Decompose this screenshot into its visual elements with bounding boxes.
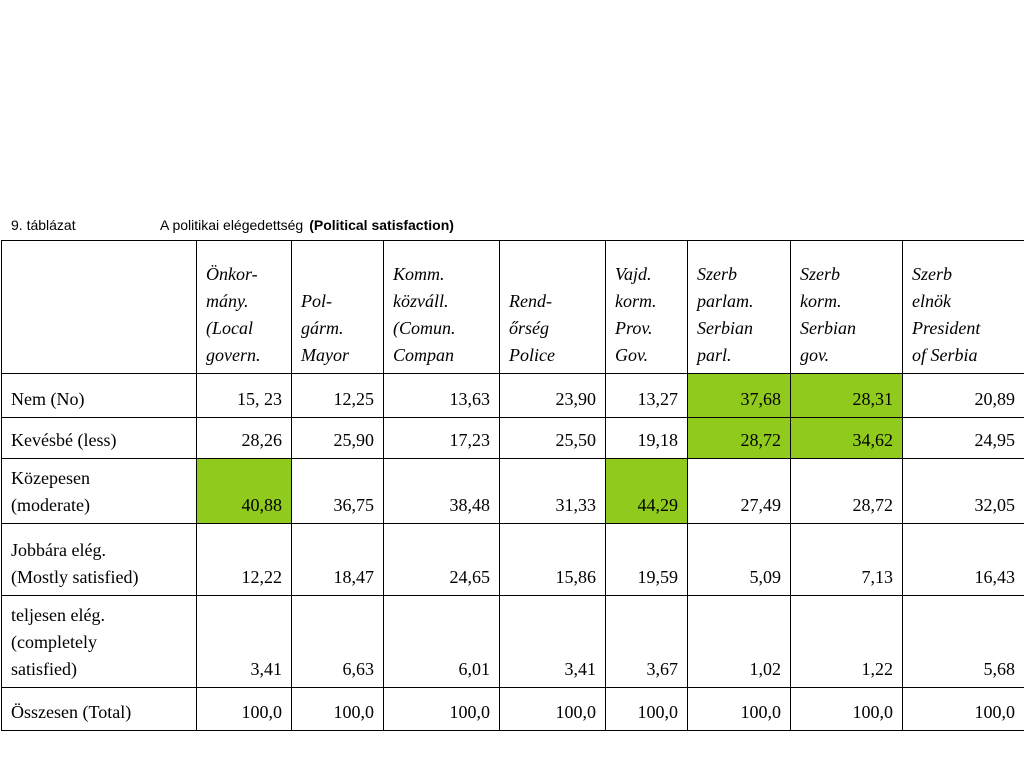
value-cell: 36,75 (291, 458, 384, 524)
value-cell: 12,25 (291, 373, 384, 418)
row-label: Kevésbé (less) (1, 417, 197, 459)
table-number: 9. táblázat (11, 217, 76, 233)
header-cell-mayor: Pol-gárm. Mayor (291, 240, 384, 374)
header-cell-serbian-parliament: Szerb parlam. Serbian parl. (687, 240, 791, 374)
value-cell: 28,26 (196, 417, 292, 459)
value-cell: 32,05 (902, 458, 1024, 524)
value-cell: 5,09 (687, 523, 791, 596)
value-cell: 25,50 (499, 417, 606, 459)
value-cell: 17,23 (383, 417, 500, 459)
value-cell: 25,90 (291, 417, 384, 459)
value-cell: 27,49 (687, 458, 791, 524)
value-cell: 15,86 (499, 523, 606, 596)
value-cell: 38,48 (383, 458, 500, 524)
value-cell: 100,0 (790, 687, 903, 731)
table-row: Jobbára elég. (Mostly satisfied) 12,22 18,4… (1, 523, 1024, 596)
row-label: Közepesen (moderate) (1, 458, 197, 524)
value-cell: 23,90 (499, 373, 606, 418)
value-cell: 100,0 (196, 687, 292, 731)
header-cell-police: Rend-őrség Police (499, 240, 606, 374)
value-cell: 19,18 (605, 417, 688, 459)
value-cell: 40,88 (196, 458, 292, 524)
header-cell-president: Szerb elnök President of Serbia (902, 240, 1024, 374)
value-cell: 37,68 (687, 373, 791, 418)
row-label: Jobbára elég. (Mostly satisfied) (1, 523, 197, 596)
table-row: Közepesen (moderate) 40,88 36,75 38,48 31,33 4… (1, 458, 1024, 524)
value-cell: 28,72 (687, 417, 791, 459)
table-title-english: (Political satisfaction) (309, 217, 454, 233)
value-cell: 5,68 (902, 595, 1024, 688)
value-cell: 100,0 (902, 687, 1024, 731)
value-cell: 3,41 (499, 595, 606, 688)
value-cell: 19,59 (605, 523, 688, 596)
value-cell: 20,89 (902, 373, 1024, 418)
table-row: teljesen elég. (completely satisfied) 3,41 6… (1, 595, 1024, 688)
value-cell: 34,62 (790, 417, 903, 459)
value-cell: 3,67 (605, 595, 688, 688)
value-cell: 44,29 (605, 458, 688, 524)
value-cell: 3,41 (196, 595, 292, 688)
value-cell: 6,63 (291, 595, 384, 688)
value-cell: 100,0 (383, 687, 500, 731)
value-cell: 18,47 (291, 523, 384, 596)
value-cell: 13,27 (605, 373, 688, 418)
value-cell: 24,95 (902, 417, 1024, 459)
value-cell: 31,33 (499, 458, 606, 524)
table-caption: 9. táblázat A politikai elégedettség (Poli… (11, 217, 454, 233)
value-cell: 6,01 (383, 595, 500, 688)
value-cell: 7,13 (790, 523, 903, 596)
header-cell-local-government: Önkor-mány. (Local govern. (196, 240, 292, 374)
value-cell: 100,0 (499, 687, 606, 731)
value-cell: 28,31 (790, 373, 903, 418)
value-cell: 1,02 (687, 595, 791, 688)
value-cell: 100,0 (291, 687, 384, 731)
value-cell: 1,22 (790, 595, 903, 688)
row-label: teljesen elég. (completely satisfied) (1, 595, 197, 688)
value-cell: 12,22 (196, 523, 292, 596)
header-cell-serbian-government: Szerb korm. Serbian gov. (790, 240, 903, 374)
header-cell-corner (1, 240, 197, 374)
table-row: Összesen (Total) 100,0 100,0 100,0 100,0 100,… (1, 687, 1024, 731)
table-row: Nem (No) 15, 23 12,25 13,63 23,90 13,27 37,68 2… (1, 373, 1024, 418)
row-label: Összesen (Total) (1, 687, 197, 731)
value-cell: 15, 23 (196, 373, 292, 418)
table-title: A politikai elégedettség (160, 217, 304, 233)
value-cell: 24,65 (383, 523, 500, 596)
value-cell: 16,43 (902, 523, 1024, 596)
value-cell: 13,63 (383, 373, 500, 418)
value-cell: 100,0 (687, 687, 791, 731)
row-label: Nem (No) (1, 373, 197, 418)
table-row: Kevésbé (less) 28,26 25,90 17,23 25,50 19,18 2… (1, 417, 1024, 459)
header-cell-provincial-government: Vajd. korm. Prov. Gov. (605, 240, 688, 374)
header-row: Önkor-mány. (Local govern. Pol-gárm. Mayor … (1, 240, 1024, 374)
value-cell: 100,0 (605, 687, 688, 731)
header-cell-communal-company: Komm. közváll. (Comun. Compan (383, 240, 500, 374)
value-cell: 28,72 (790, 458, 903, 524)
satisfaction-table: Önkor-mány. (Local govern. Pol-gárm. Mayor … (1, 240, 1024, 731)
